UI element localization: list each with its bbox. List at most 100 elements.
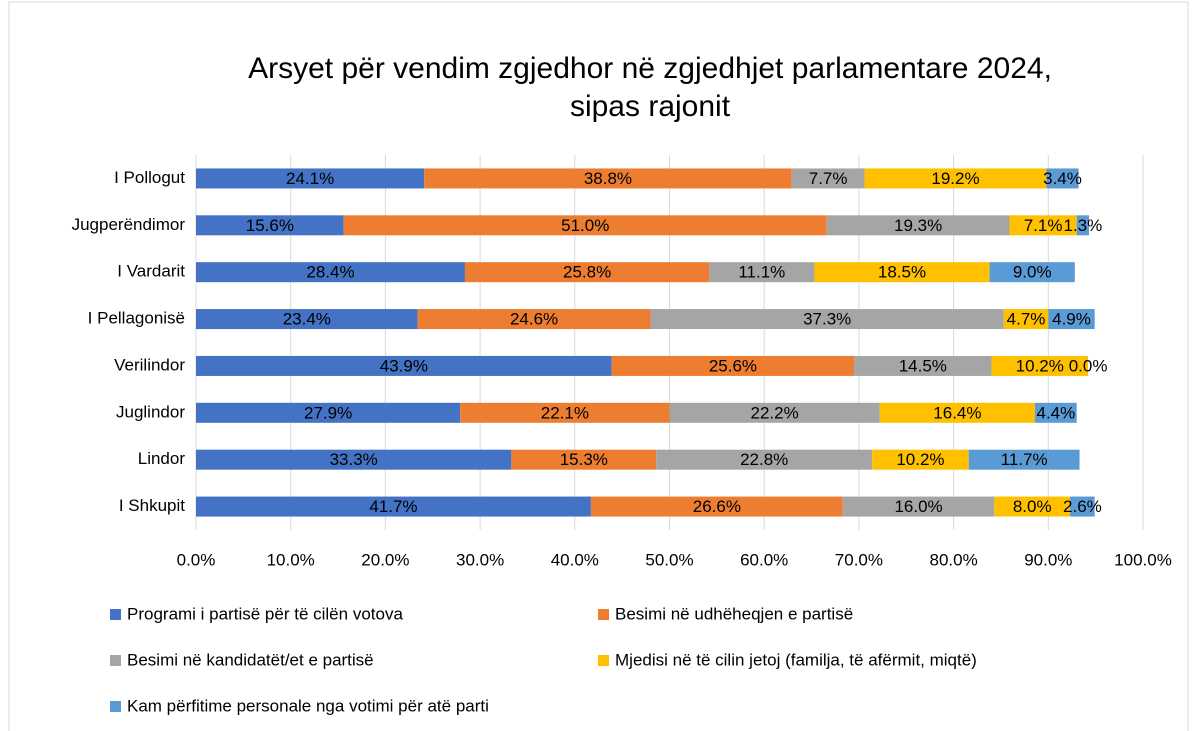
data-label: 19.3% bbox=[894, 216, 942, 235]
bar-segment bbox=[611, 355, 855, 376]
data-label: 22.8% bbox=[740, 450, 788, 469]
bar-segment bbox=[196, 168, 425, 189]
data-label: 0.0% bbox=[1069, 356, 1108, 375]
data-label: 41.7% bbox=[369, 497, 417, 516]
bar-segment bbox=[1046, 168, 1079, 189]
bar-segment bbox=[417, 309, 651, 330]
bar-segment bbox=[196, 309, 418, 330]
data-label: 26.6% bbox=[693, 497, 741, 516]
chart-title: sipas rajonit bbox=[570, 90, 731, 123]
data-label: 43.9% bbox=[380, 356, 428, 375]
legend-swatch bbox=[110, 701, 121, 712]
x-tick-label: 50.0% bbox=[645, 550, 693, 569]
data-label: 16.0% bbox=[894, 497, 942, 516]
bar-segment bbox=[196, 402, 461, 423]
data-label: 24.1% bbox=[286, 169, 334, 188]
data-label: 11.1% bbox=[738, 263, 785, 282]
data-label: 15.6% bbox=[246, 216, 294, 235]
bar-segment bbox=[826, 215, 1010, 236]
bar-segment bbox=[989, 262, 1075, 283]
data-label: 28.4% bbox=[306, 263, 354, 282]
x-tick-label: 60.0% bbox=[740, 550, 788, 569]
data-label: 7.1% bbox=[1024, 216, 1063, 235]
bar-segment bbox=[791, 168, 865, 189]
data-label: 18.5% bbox=[878, 263, 926, 282]
bar-segment bbox=[196, 262, 465, 283]
bar-segment bbox=[872, 449, 969, 470]
chart-title: Arsyet për vendim zgjedhor në zgjedhjet … bbox=[248, 52, 1052, 85]
x-tick-label: 100.0% bbox=[1114, 550, 1172, 569]
data-label: 4.7% bbox=[1007, 310, 1046, 329]
bar-segment bbox=[968, 449, 1080, 470]
data-label: 14.5% bbox=[899, 356, 947, 375]
data-label: 11.7% bbox=[1001, 450, 1048, 469]
data-label: 16.4% bbox=[933, 403, 981, 422]
bar-segment bbox=[814, 262, 990, 283]
y-tick-label: I Pellagonisë bbox=[88, 309, 185, 328]
y-tick-label: Jugperëndimor bbox=[72, 215, 186, 234]
bar-segment bbox=[196, 215, 344, 236]
bar-segment bbox=[854, 355, 992, 376]
data-label: 27.9% bbox=[304, 403, 352, 422]
y-tick-label: Juglindor bbox=[116, 402, 185, 421]
x-tick-label: 10.0% bbox=[267, 550, 315, 569]
bar-segment bbox=[1076, 215, 1090, 236]
bar-segment bbox=[842, 496, 995, 517]
data-label: 19.2% bbox=[931, 169, 979, 188]
x-tick-label: 30.0% bbox=[456, 550, 504, 569]
data-label: 8.0% bbox=[1013, 497, 1052, 516]
bar-segment bbox=[1009, 215, 1077, 236]
legend-swatch bbox=[598, 655, 609, 666]
bar-segment bbox=[1070, 496, 1095, 517]
x-tick-label: 20.0% bbox=[361, 550, 409, 569]
data-label: 3.4% bbox=[1043, 169, 1082, 188]
bar-segment bbox=[709, 262, 815, 283]
legend-label: Programi i partisë për të cilën votova bbox=[127, 604, 403, 623]
bar-segment bbox=[1048, 309, 1095, 330]
bar-segment bbox=[1003, 309, 1049, 330]
data-label: 4.9% bbox=[1052, 310, 1091, 329]
x-tick-label: 90.0% bbox=[1024, 550, 1072, 569]
data-label: 1.3% bbox=[1063, 216, 1102, 235]
bar-segment bbox=[196, 355, 612, 376]
bar-segment bbox=[460, 402, 670, 423]
data-label: 38.8% bbox=[584, 169, 632, 188]
data-label: 7.7% bbox=[809, 169, 848, 188]
data-label: 51.0% bbox=[561, 216, 609, 235]
bar-segment bbox=[343, 215, 827, 236]
data-label: 10.2% bbox=[1016, 356, 1064, 375]
data-label: 22.2% bbox=[751, 403, 799, 422]
data-label: 10.2% bbox=[896, 450, 944, 469]
bar-segment bbox=[511, 449, 657, 470]
data-label: 4.4% bbox=[1037, 403, 1076, 422]
legend-swatch bbox=[110, 655, 121, 666]
legend-label: Mjedisi në të cilin jetoj (familja, të a… bbox=[615, 650, 977, 669]
x-tick-label: 0.0% bbox=[177, 550, 216, 569]
legend-swatch bbox=[110, 609, 121, 620]
bar-segment bbox=[669, 402, 880, 423]
bar-segment bbox=[650, 309, 1004, 330]
data-label: 25.6% bbox=[709, 356, 757, 375]
data-label: 23.4% bbox=[283, 310, 331, 329]
bar-segment bbox=[656, 449, 873, 470]
x-tick-label: 80.0% bbox=[929, 550, 977, 569]
data-label: 9.0% bbox=[1013, 263, 1052, 282]
bar-segment bbox=[991, 355, 1089, 376]
x-tick-label: 40.0% bbox=[551, 550, 599, 569]
x-tick-label: 70.0% bbox=[835, 550, 883, 569]
bar-segment bbox=[1035, 402, 1077, 423]
legend-label: Kam përfitime personale nga votimi për a… bbox=[127, 696, 489, 715]
legend-label: Besimi në udhëheqjen e partisë bbox=[615, 604, 853, 623]
y-tick-label: I Pollogut bbox=[114, 168, 185, 187]
bar-segment bbox=[424, 168, 792, 189]
bar-segment bbox=[464, 262, 710, 283]
data-label: 25.8% bbox=[563, 263, 611, 282]
bar-segment bbox=[590, 496, 843, 517]
y-tick-label: Verilindor bbox=[114, 355, 185, 374]
y-tick-label: I Vardarit bbox=[117, 262, 185, 281]
bar-segment bbox=[864, 168, 1047, 189]
data-label: 22.1% bbox=[541, 403, 589, 422]
legend-swatch bbox=[598, 609, 609, 620]
data-label: 2.6% bbox=[1063, 497, 1102, 516]
